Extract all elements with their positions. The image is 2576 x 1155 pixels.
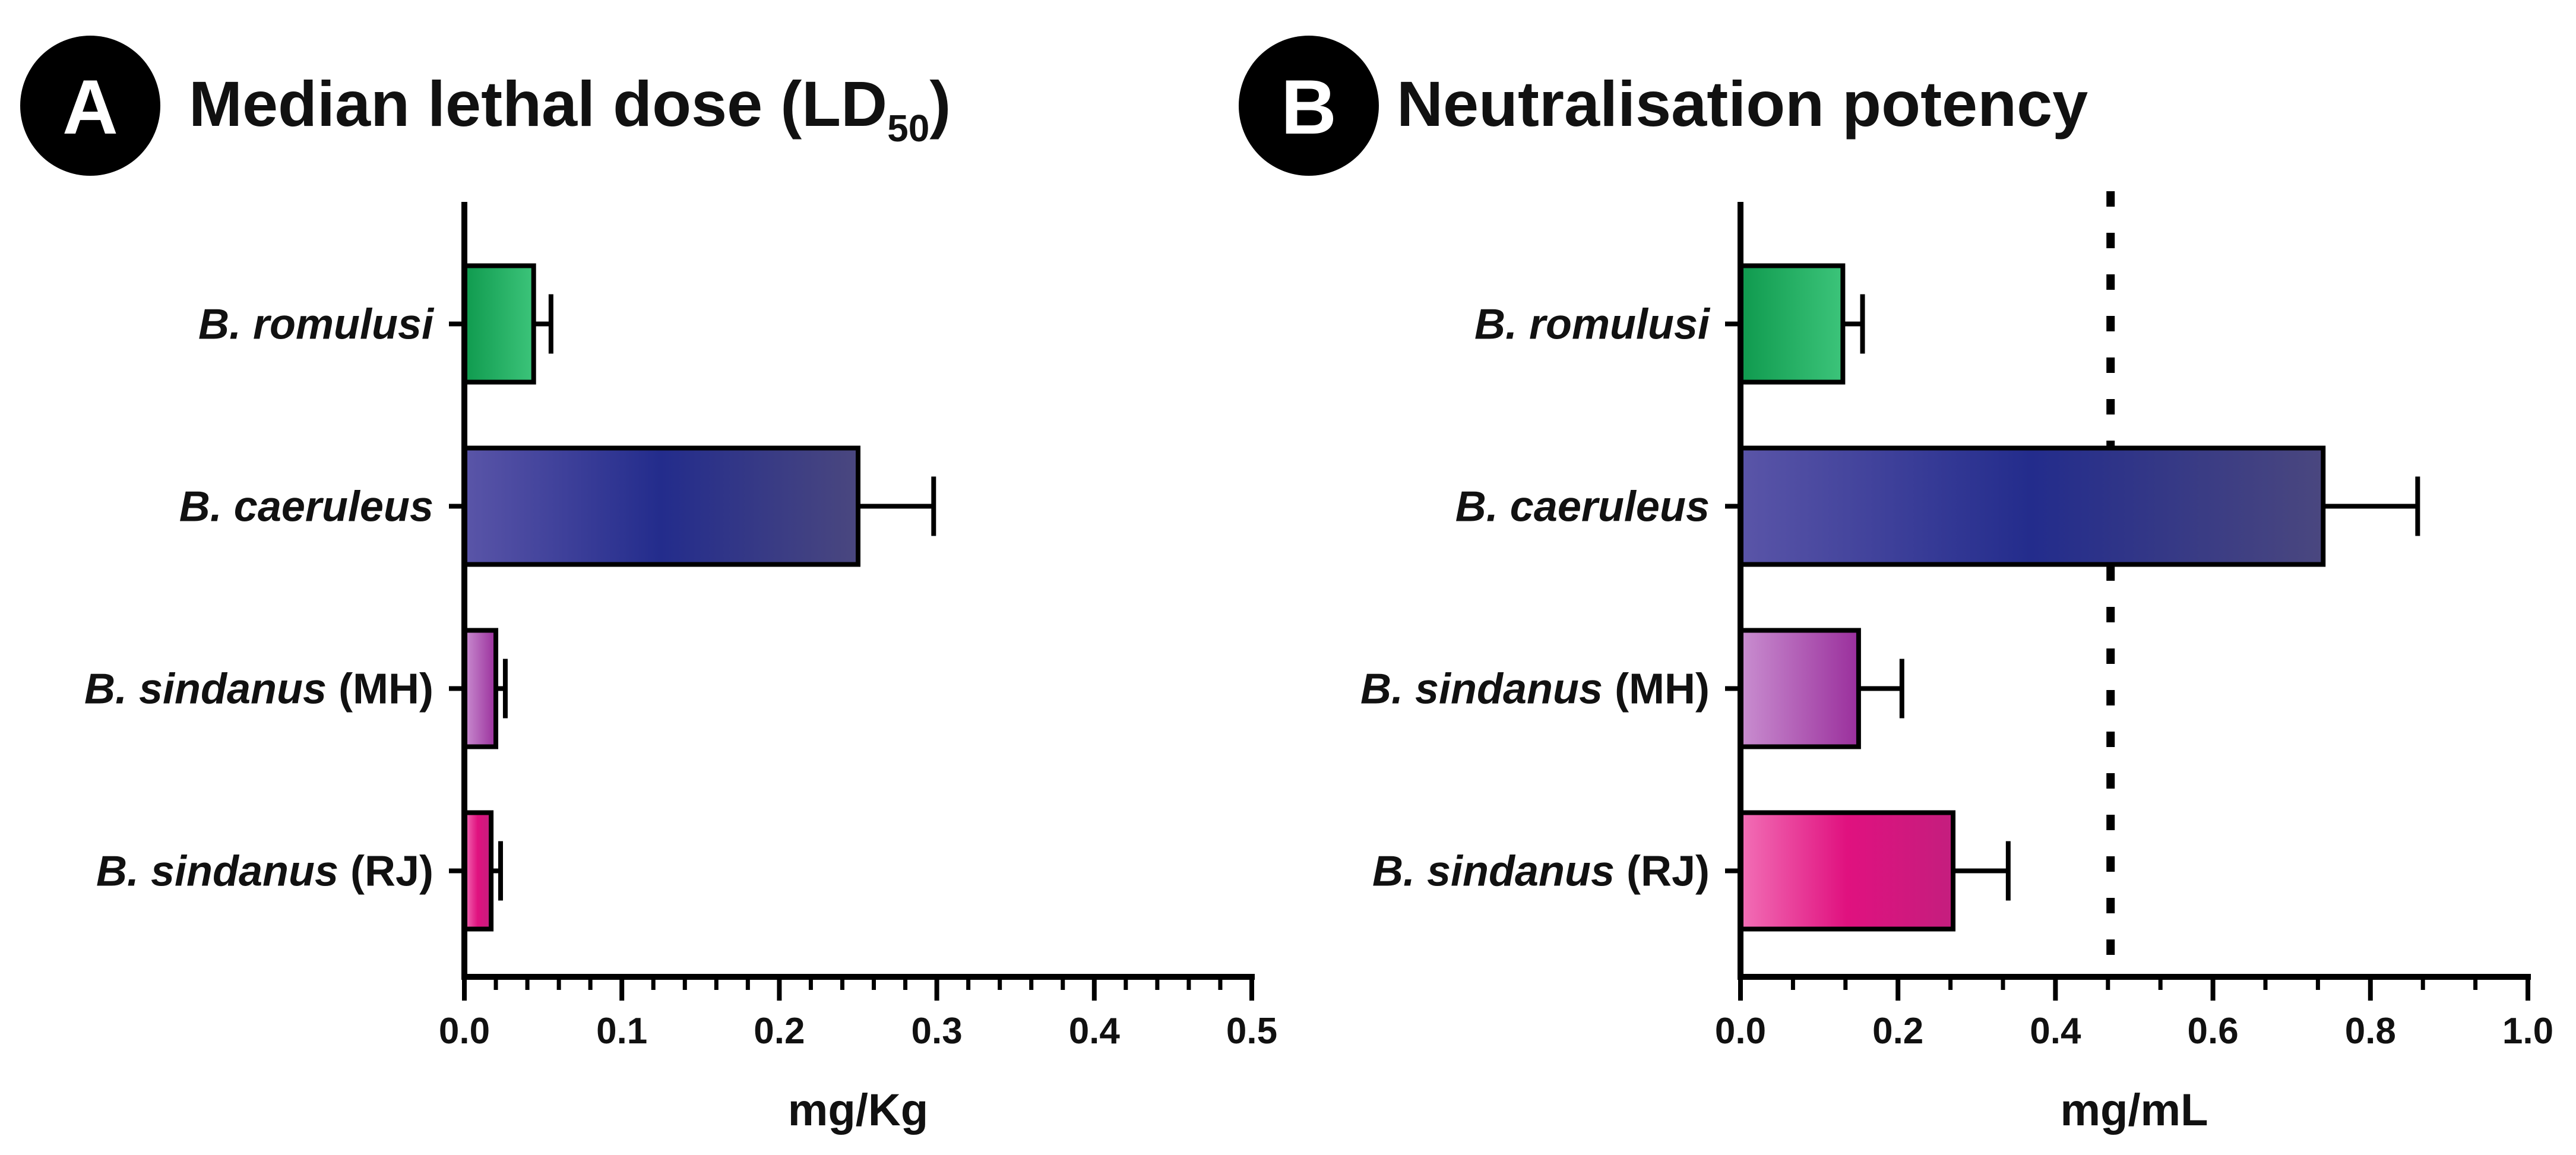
panel-b-error-bar-caeruleus xyxy=(2323,476,2420,536)
panel-a-x-axis-label: mg/Kg xyxy=(788,1085,928,1135)
panel-a-tick-label: 0.0 xyxy=(439,1011,490,1052)
panel-b-title: Neutralisation potency xyxy=(1397,68,2088,140)
panel-a-error-bar-caeruleus xyxy=(858,476,936,536)
panel-a-tick-label: 0.5 xyxy=(1226,1011,1277,1052)
panel-a-bar-romulusi xyxy=(462,263,536,385)
panel-b-bar-caeruleus xyxy=(1738,445,2326,567)
panel-b-bar-sindanus-mh xyxy=(1738,628,1861,749)
panel-b-category-label-sindanus-mh: B. sindanus (MH) xyxy=(1360,666,1710,713)
panel-b-letter: B xyxy=(1281,64,1337,150)
panel-a-tick-label: 0.1 xyxy=(596,1011,647,1052)
panel-a-chart: B. romulusi B. caeruleus B. sindanus (MH) B… xyxy=(84,202,1277,1135)
panel-a-category-label-sindanus-mh: B. sindanus (MH) xyxy=(84,666,433,713)
panel-b-tick-label: 0.4 xyxy=(2030,1011,2081,1052)
panel-a-badge xyxy=(20,36,160,176)
panel-b-tick-label: 0.2 xyxy=(1872,1011,1923,1052)
panel-a-tick-label: 0.3 xyxy=(911,1011,962,1052)
panel-b-category-label-romulusi: B. romulusi xyxy=(1474,301,1711,349)
panel-a-error-bar-romulusi xyxy=(533,294,553,354)
panel-b-tick-label: 0.0 xyxy=(1715,1011,1766,1052)
panel-b-tick-label: 1.0 xyxy=(2502,1011,2553,1052)
panel-b-bar-sindanus-rj xyxy=(1738,810,1956,932)
panel-a-tick-label: 0.2 xyxy=(754,1011,805,1052)
panel-a-letter: A xyxy=(62,64,118,150)
panel-b-x-axis-label: mg/mL xyxy=(2060,1085,2208,1135)
panel-b-badge xyxy=(1239,36,1379,176)
panel-b-tick-label: 0.6 xyxy=(2187,1011,2238,1052)
panel-a-error-bar-sindanus-mh xyxy=(496,659,508,719)
panel-b-bar-romulusi xyxy=(1738,263,1846,385)
panel-b-error-bar-romulusi xyxy=(1843,294,1865,354)
panel-b-category-label-caeruleus: B. caeruleus xyxy=(1455,483,1710,531)
panel-a-bar-sindanus-rj xyxy=(462,810,494,932)
panel-a-category-label-caeruleus: B. caeruleus xyxy=(179,483,433,531)
panel-a-header: A Median lethal dose (LD50) xyxy=(20,36,951,176)
panel-a-tick-label: 0.4 xyxy=(1069,1011,1121,1052)
panel-a-bar-caeruleus xyxy=(462,445,860,567)
panel-a-category-label-sindanus-rj: B. sindanus (RJ) xyxy=(96,848,433,895)
panel-b-category-label-sindanus-rj: B. sindanus (RJ) xyxy=(1372,848,1710,895)
panel-a-bar-sindanus-mh xyxy=(462,628,499,749)
panel-b-chart: B. romulusi B. caeruleus B. sindanus (MH) B… xyxy=(1360,191,2553,1135)
panel-a-error-bar-sindanus-rj xyxy=(491,841,503,901)
panel-a-title: Median lethal dose (LD50) xyxy=(189,68,951,150)
panel-a-category-label-romulusi: B. romulusi xyxy=(198,301,435,349)
panel-b-header: B Neutralisation potency xyxy=(1239,36,2088,176)
panel-b-tick-label: 0.8 xyxy=(2345,1011,2396,1052)
panel-b-error-bar-sindanus-rj xyxy=(1953,841,2011,901)
panel-b-error-bar-sindanus-mh xyxy=(1858,659,1904,719)
